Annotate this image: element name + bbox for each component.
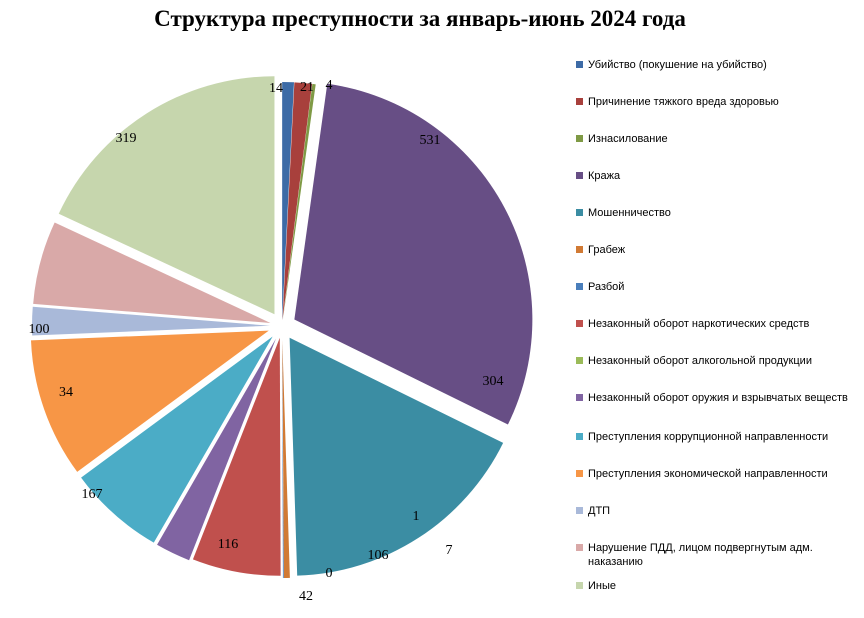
legend-swatch [576, 172, 583, 179]
legend-swatch [576, 394, 583, 401]
legend-label: Грабеж [588, 244, 626, 256]
pie-slice [157, 338, 276, 561]
legend-item: Причинение тяжкого вреда здоровью [576, 95, 862, 109]
pie-slice [192, 337, 281, 576]
legend-label: ДТП [588, 505, 611, 517]
legend-item: Преступления коррупционной направленност… [576, 430, 862, 444]
legend-label: Иные [588, 580, 617, 592]
legend-label: Разбой [588, 281, 625, 293]
pie-slice [289, 337, 504, 576]
legend-label: Причинение тяжкого вреда здоровью [588, 96, 779, 108]
legend-swatch [576, 283, 583, 290]
legend-item: Незаконный оборот наркотических средств [576, 317, 862, 331]
pie-slice [58, 76, 275, 315]
pie-slice [33, 222, 271, 323]
legend-swatch [576, 544, 583, 551]
pie-slice [282, 82, 313, 321]
legend-label: Преступления коррупционной направленност… [588, 431, 829, 443]
legend-item: Грабеж [576, 243, 862, 257]
legend-label: Преступления экономической направленност… [588, 468, 828, 480]
pie-slice [32, 306, 271, 336]
legend-label: Убийство (покушение на убийство) [588, 59, 767, 71]
data-label: 14 [269, 81, 283, 96]
legend-swatch [576, 582, 583, 589]
data-label: 167 [82, 487, 103, 502]
chart-title: Структура преступности за январь-июнь 20… [154, 6, 686, 31]
data-label: 319 [116, 131, 137, 146]
pie-slice [282, 339, 284, 578]
pie-slice [282, 339, 290, 578]
pie-slice [81, 336, 273, 543]
legend-item: Мошенничество [576, 206, 862, 220]
pie-slice [30, 330, 269, 472]
legend-item: Кража [576, 169, 862, 183]
legend-label: Незаконный оборот оружия и взрывчатых ве… [588, 392, 848, 404]
data-label: 42 [299, 589, 313, 604]
data-label: 21 [300, 80, 314, 95]
legend-label: Нарушение ПДД, лицом подвергнутым адм. н… [588, 542, 813, 568]
data-label: 116 [218, 537, 238, 552]
legend-swatch [576, 320, 583, 327]
legend-item: Убийство (покушение на убийство) [576, 58, 862, 72]
legend-swatch [576, 357, 583, 364]
legend-label: Мошенничество [588, 207, 671, 219]
legend-item: ДТП [576, 504, 862, 518]
pie-slice [294, 83, 533, 425]
data-label: 4 [326, 78, 333, 93]
legend-swatch [576, 61, 583, 68]
pie-chart: 14 21 4 531 304 7 1 106 0 42 116 167 34 100 319 [29, 76, 533, 604]
legend-item: Незаконный оборот алкогольной продукции [576, 354, 862, 368]
legend-item: Преступления экономической направленност… [576, 467, 862, 481]
legend-swatch [576, 209, 583, 216]
data-label: 34 [59, 385, 73, 400]
legend-item: Изнасилование [576, 132, 862, 146]
legend-swatch [576, 135, 583, 142]
data-label: 1 [413, 509, 420, 524]
legend-swatch [576, 98, 583, 105]
data-label: 304 [483, 374, 504, 389]
pie-slice [282, 82, 294, 321]
legend-swatch [576, 470, 583, 477]
legend-item: Незаконный оборот оружия и взрывчатых ве… [576, 391, 862, 405]
data-label: 100 [29, 322, 50, 337]
legend-label: Незаконный оборот алкогольной продукции [588, 355, 812, 367]
legend-swatch [576, 246, 583, 253]
data-label: 0 [326, 566, 333, 581]
legend-label: Изнасилование [588, 133, 668, 145]
data-label: 106 [368, 548, 389, 563]
data-label: 7 [446, 543, 453, 558]
legend-item: Разбой [576, 280, 862, 294]
legend-item: Нарушение ПДД, лицом подвергнутым адм. н… [576, 541, 862, 569]
legend-label: Незаконный оборот наркотических средств [588, 318, 810, 330]
data-label: 531 [420, 133, 441, 148]
pie-slice [282, 83, 316, 321]
legend-item: Иные [576, 579, 862, 593]
legend-swatch [576, 507, 583, 514]
legend-label: Кража [588, 170, 621, 182]
legend-swatch [576, 433, 583, 440]
